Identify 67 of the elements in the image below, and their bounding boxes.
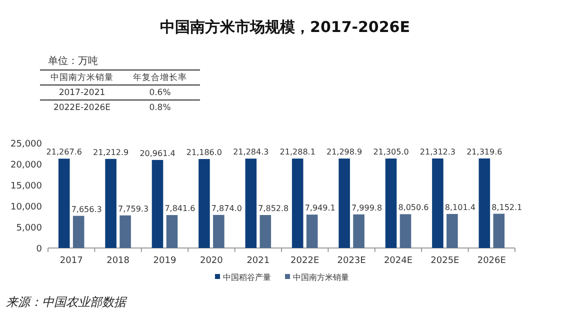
- bar: [400, 214, 412, 248]
- bar: [120, 215, 131, 248]
- text: 0.8%: [149, 103, 171, 113]
- legend-label: 中国稻谷产量: [223, 273, 271, 282]
- data-label: 21,288.1: [280, 148, 316, 157]
- bar: [306, 214, 318, 248]
- bar: [72, 216, 84, 248]
- data-label: 7,841.6: [164, 204, 196, 214]
- bar: [58, 158, 70, 248]
- data-label: 21,212.9: [93, 148, 129, 157]
- x-tick-label: 2017: [60, 256, 83, 266]
- text: 年复合增长率: [133, 72, 187, 83]
- bar: [105, 158, 116, 248]
- bar: [166, 215, 178, 248]
- data-label: 21,267.6: [46, 148, 82, 157]
- data-label: 7,852.8: [258, 204, 289, 214]
- bar: [338, 158, 350, 248]
- data-label: 7,656.3: [71, 204, 102, 214]
- bar: [213, 214, 224, 248]
- data-label: 21,298.9: [326, 148, 362, 157]
- y-tick-label: 25,000: [10, 140, 42, 150]
- data-label: 8,101.4: [444, 202, 476, 212]
- bar: [260, 215, 272, 248]
- y-tick-label: 0: [36, 244, 42, 254]
- bar: [353, 214, 364, 248]
- data-label: 21,186.0: [186, 148, 222, 158]
- bar: [446, 214, 458, 248]
- x-tick-label: 2026E: [477, 256, 506, 266]
- chart-title: 中国南方米市场规模，2017-2026E: [160, 18, 410, 36]
- data-label: 7,999.8: [352, 203, 382, 212]
- y-tick-label: 5,000: [16, 224, 42, 234]
- data-label: 21,312.3: [420, 147, 456, 156]
- data-label: 7,874.0: [211, 204, 242, 213]
- data-label: 21,284.3: [233, 148, 269, 157]
- x-tick-label: 2020: [200, 256, 224, 266]
- bar: [198, 159, 210, 248]
- source-note: 来源：中国农业部数据: [6, 295, 128, 309]
- bar: [385, 158, 397, 248]
- bar: [152, 160, 164, 248]
- x-tick-label: 2023E: [337, 256, 366, 266]
- data-label: 7,759.3: [118, 204, 149, 214]
- data-label: 8,050.6: [398, 203, 429, 212]
- data-label: 8,152.1: [492, 202, 522, 212]
- x-tick-label: 2018: [106, 256, 130, 266]
- y-tick-label: 20,000: [10, 160, 42, 170]
- text: 2022E-2026E: [53, 103, 111, 113]
- data-label: 21,305.0: [373, 148, 409, 157]
- x-tick-label: 2022E: [290, 256, 320, 266]
- x-tick-label: 2021: [246, 256, 270, 266]
- x-tick-label: 2019: [153, 256, 176, 266]
- data-label: 7,949.1: [304, 204, 336, 213]
- bar: [245, 158, 257, 248]
- bar: [432, 158, 444, 248]
- text: 单位：万吨: [48, 55, 98, 67]
- bar: [493, 214, 505, 248]
- x-tick-label: 2024E: [384, 256, 413, 266]
- legend-label: 中国南方米销量: [293, 273, 349, 282]
- text: 2017-2021: [58, 88, 106, 98]
- text: 0.6%: [149, 88, 171, 98]
- data-label: 21,319.6: [466, 147, 502, 156]
- bar: [292, 158, 304, 248]
- text: 中国南方米销量: [50, 72, 114, 83]
- y-tick-label: 15,000: [10, 182, 42, 192]
- y-tick-label: 10,000: [10, 202, 42, 212]
- data-label: 20,961.4: [140, 148, 176, 158]
- bar: [478, 158, 490, 248]
- x-tick-label: 2025E: [430, 256, 460, 266]
